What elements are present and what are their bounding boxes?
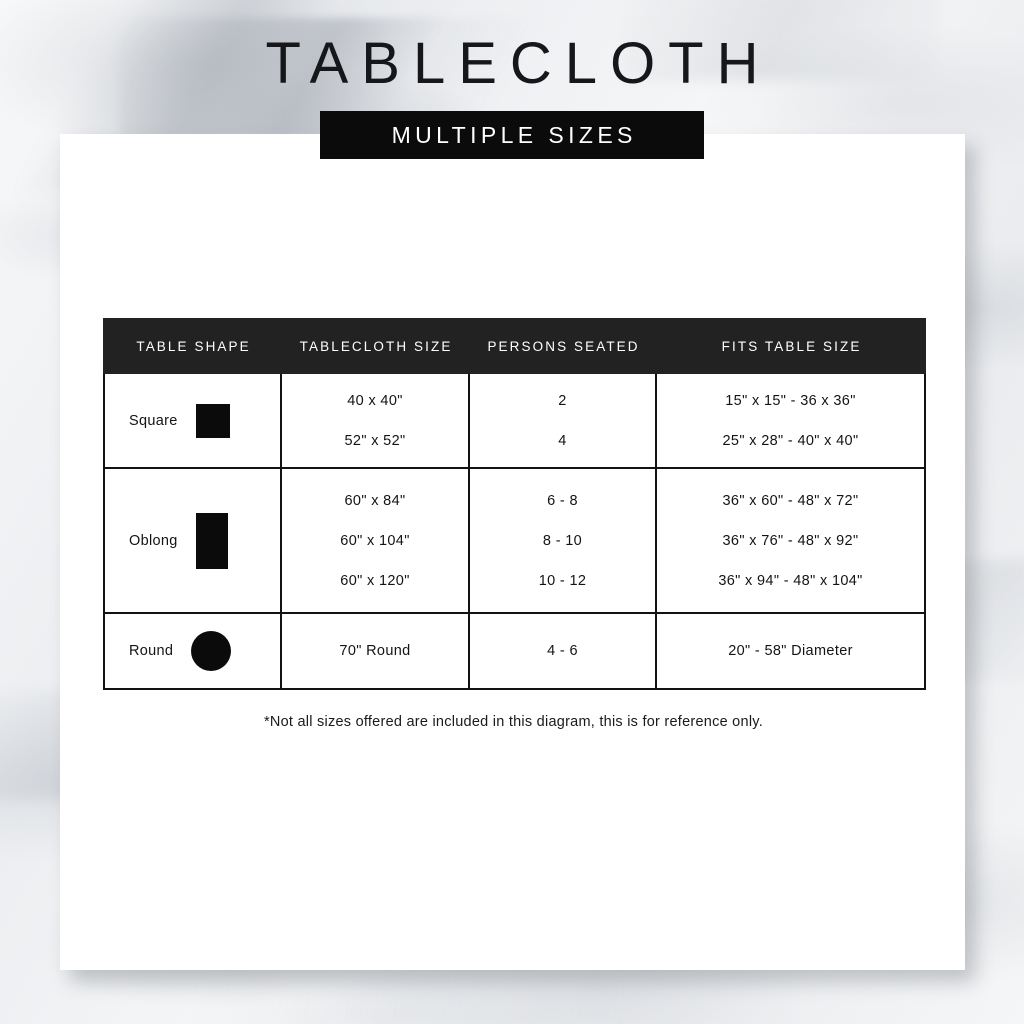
shape-label: Square [129, 412, 178, 429]
cell-fits-table-size: 15" x 15" - 36 x 36" 25" x 28" - 40" x 4… [655, 372, 926, 469]
cell-tablecloth-size: 60" x 84" 60" x 104" 60" x 120" [280, 467, 470, 614]
cell-persons-seated: 6 - 8 8 - 10 10 - 12 [468, 467, 657, 614]
persons-seated-value: 4 [558, 432, 567, 449]
cell-fits-table-size: 20" - 58" Diameter [655, 612, 926, 690]
tablecloth-size-value: 40 x 40" [347, 392, 403, 409]
fits-table-size-value: 36" x 94" - 48" x 104" [718, 572, 863, 589]
cell-persons-seated: 2 4 [468, 372, 657, 469]
column-header-persons-seated: PERSONS SEATED [468, 318, 657, 374]
tablecloth-size-value: 60" x 84" [344, 492, 406, 509]
cell-persons-seated: 4 - 6 [468, 612, 657, 690]
shape-label: Round [129, 643, 174, 659]
tablecloth-size-table: TABLE SHAPE TABLECLOTH SIZE PERSONS SEAT… [103, 318, 926, 690]
persons-seated-value: 2 [558, 392, 567, 409]
fits-table-size-value: 20" - 58" Diameter [728, 643, 853, 659]
cell-fits-table-size: 36" x 60" - 48" x 72" 36" x 76" - 48" x … [655, 467, 926, 614]
subtitle-banner-label: MULTIPLE SIZES [391, 121, 637, 148]
square-swatch-icon [195, 403, 230, 438]
persons-seated-value: 8 - 10 [542, 532, 583, 549]
fits-table-size-value: 36" x 76" - 48" x 92" [722, 532, 859, 549]
persons-seated-value: 6 - 8 [547, 492, 578, 509]
table-row: Square 40 x 40" 52" x 52" 2 4 15" x 15" … [103, 372, 926, 469]
cell-tablecloth-size: 40 x 40" 52" x 52" [280, 372, 470, 469]
table-row: Oblong 60" x 84" 60" x 104" 60" x 120" 6… [103, 467, 926, 614]
cell-tablecloth-size: 70" Round [280, 612, 470, 690]
table-header-row: TABLE SHAPE TABLECLOTH SIZE PERSONS SEAT… [103, 318, 926, 374]
page-title: TABLECLOTH [265, 31, 772, 96]
table-row: Round 70" Round 4 - 6 20" - 58" Diameter [103, 612, 926, 690]
fits-table-size-value: 25" x 28" - 40" x 40" [722, 432, 859, 449]
cell-table-shape: Oblong [103, 467, 282, 614]
circle-swatch-icon [191, 631, 232, 671]
fits-table-size-value: 15" x 15" - 36 x 36" [725, 392, 856, 409]
shape-label: Oblong [129, 532, 178, 549]
tablecloth-size-value: 60" x 104" [340, 532, 410, 549]
rectangle-swatch-icon [195, 512, 228, 569]
cell-table-shape: Square [103, 372, 282, 469]
tablecloth-size-value: 70" Round [339, 643, 411, 659]
tablecloth-size-value: 60" x 120" [340, 572, 410, 589]
persons-seated-value: 4 - 6 [547, 643, 578, 659]
persons-seated-value: 10 - 12 [538, 572, 587, 589]
tablecloth-size-value: 52" x 52" [344, 432, 406, 449]
footnote: *Not all sizes offered are included in t… [263, 714, 763, 730]
fits-table-size-value: 36" x 60" - 48" x 72" [722, 492, 859, 509]
column-header-fits-table-size: FITS TABLE SIZE [655, 318, 926, 374]
cell-table-shape: Round [103, 612, 282, 690]
column-header-table-shape: TABLE SHAPE [103, 318, 282, 374]
subtitle-banner: MULTIPLE SIZES [320, 111, 704, 159]
column-header-tablecloth-size: TABLECLOTH SIZE [280, 318, 470, 374]
